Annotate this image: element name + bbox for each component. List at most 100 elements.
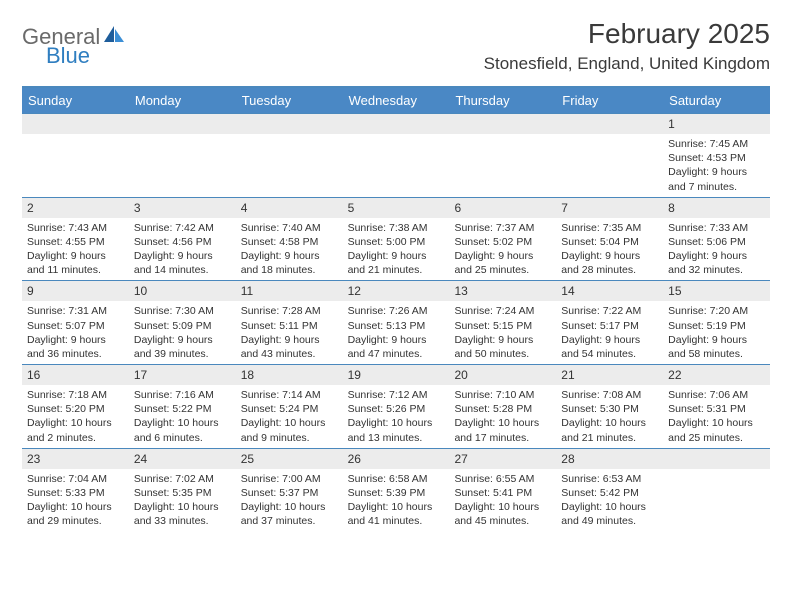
sunrise-line: Sunrise: 7:45 AM: [668, 137, 765, 151]
day-details: Sunrise: 7:28 AMSunset: 5:11 PMDaylight:…: [236, 301, 343, 364]
week-row: 1Sunrise: 7:45 AMSunset: 4:53 PMDaylight…: [22, 113, 770, 197]
day-number: 20: [449, 365, 556, 385]
sunset-line: Sunset: 5:31 PM: [668, 402, 765, 416]
sunrise-line: Sunrise: 6:53 AM: [561, 472, 658, 486]
daylight-line: Daylight: 9 hours and 47 minutes.: [348, 333, 445, 361]
day-cell: 12Sunrise: 7:26 AMSunset: 5:13 PMDayligh…: [343, 281, 450, 364]
sunset-line: Sunset: 5:19 PM: [668, 319, 765, 333]
day-details: Sunrise: 7:06 AMSunset: 5:31 PMDaylight:…: [663, 385, 770, 448]
day-cell: 18Sunrise: 7:14 AMSunset: 5:24 PMDayligh…: [236, 365, 343, 448]
daylight-line: Daylight: 9 hours and 28 minutes.: [561, 249, 658, 277]
sunset-line: Sunset: 5:17 PM: [561, 319, 658, 333]
day-number: 7: [556, 198, 663, 218]
day-details: Sunrise: 7:24 AMSunset: 5:15 PMDaylight:…: [449, 301, 556, 364]
day-cell: 23Sunrise: 7:04 AMSunset: 5:33 PMDayligh…: [22, 449, 129, 532]
day-cell: 26Sunrise: 6:58 AMSunset: 5:39 PMDayligh…: [343, 449, 450, 532]
day-number: 28: [556, 449, 663, 469]
day-number: 14: [556, 281, 663, 301]
sunrise-line: Sunrise: 7:10 AM: [454, 388, 551, 402]
day-header: Tuesday: [236, 88, 343, 113]
day-cell: [343, 114, 450, 197]
day-details: Sunrise: 7:42 AMSunset: 4:56 PMDaylight:…: [129, 218, 236, 281]
day-details: Sunrise: 7:14 AMSunset: 5:24 PMDaylight:…: [236, 385, 343, 448]
day-number: [663, 449, 770, 469]
day-details: Sunrise: 7:02 AMSunset: 5:35 PMDaylight:…: [129, 469, 236, 532]
day-number: 8: [663, 198, 770, 218]
day-header: Wednesday: [343, 88, 450, 113]
day-cell: 5Sunrise: 7:38 AMSunset: 5:00 PMDaylight…: [343, 198, 450, 281]
sunset-line: Sunset: 5:33 PM: [27, 486, 124, 500]
day-cell: 2Sunrise: 7:43 AMSunset: 4:55 PMDaylight…: [22, 198, 129, 281]
day-details: Sunrise: 7:10 AMSunset: 5:28 PMDaylight:…: [449, 385, 556, 448]
day-number: 23: [22, 449, 129, 469]
day-number: 4: [236, 198, 343, 218]
sunset-line: Sunset: 5:28 PM: [454, 402, 551, 416]
day-details: Sunrise: 7:08 AMSunset: 5:30 PMDaylight:…: [556, 385, 663, 448]
sunrise-line: Sunrise: 7:16 AM: [134, 388, 231, 402]
day-details: Sunrise: 7:18 AMSunset: 5:20 PMDaylight:…: [22, 385, 129, 448]
sunset-line: Sunset: 5:09 PM: [134, 319, 231, 333]
day-cell: 11Sunrise: 7:28 AMSunset: 5:11 PMDayligh…: [236, 281, 343, 364]
day-number: 25: [236, 449, 343, 469]
day-header: Sunday: [22, 88, 129, 113]
day-cell: 20Sunrise: 7:10 AMSunset: 5:28 PMDayligh…: [449, 365, 556, 448]
day-cell: [556, 114, 663, 197]
day-header: Monday: [129, 88, 236, 113]
sunrise-line: Sunrise: 7:28 AM: [241, 304, 338, 318]
day-details: Sunrise: 7:40 AMSunset: 4:58 PMDaylight:…: [236, 218, 343, 281]
sunrise-line: Sunrise: 7:40 AM: [241, 221, 338, 235]
day-details: Sunrise: 7:45 AMSunset: 4:53 PMDaylight:…: [663, 134, 770, 197]
day-number: 17: [129, 365, 236, 385]
sunrise-line: Sunrise: 7:33 AM: [668, 221, 765, 235]
daylight-line: Daylight: 9 hours and 54 minutes.: [561, 333, 658, 361]
sunset-line: Sunset: 5:37 PM: [241, 486, 338, 500]
day-number: 10: [129, 281, 236, 301]
sunrise-line: Sunrise: 7:30 AM: [134, 304, 231, 318]
sunrise-line: Sunrise: 7:26 AM: [348, 304, 445, 318]
day-cell: 21Sunrise: 7:08 AMSunset: 5:30 PMDayligh…: [556, 365, 663, 448]
day-cell: [236, 114, 343, 197]
day-details: Sunrise: 7:43 AMSunset: 4:55 PMDaylight:…: [22, 218, 129, 281]
sunrise-line: Sunrise: 7:20 AM: [668, 304, 765, 318]
sunset-line: Sunset: 5:41 PM: [454, 486, 551, 500]
day-number: 3: [129, 198, 236, 218]
sunrise-line: Sunrise: 7:38 AM: [348, 221, 445, 235]
day-number: 27: [449, 449, 556, 469]
day-number: 13: [449, 281, 556, 301]
sunrise-line: Sunrise: 6:58 AM: [348, 472, 445, 486]
sunset-line: Sunset: 5:07 PM: [27, 319, 124, 333]
day-cell: [22, 114, 129, 197]
daylight-line: Daylight: 10 hours and 17 minutes.: [454, 416, 551, 444]
daylight-line: Daylight: 10 hours and 9 minutes.: [241, 416, 338, 444]
daylight-line: Daylight: 10 hours and 33 minutes.: [134, 500, 231, 528]
sunset-line: Sunset: 5:20 PM: [27, 402, 124, 416]
sunrise-line: Sunrise: 7:02 AM: [134, 472, 231, 486]
daylight-line: Daylight: 10 hours and 6 minutes.: [134, 416, 231, 444]
daylight-line: Daylight: 9 hours and 32 minutes.: [668, 249, 765, 277]
sunset-line: Sunset: 5:26 PM: [348, 402, 445, 416]
daylight-line: Daylight: 10 hours and 21 minutes.: [561, 416, 658, 444]
daylight-line: Daylight: 9 hours and 7 minutes.: [668, 165, 765, 193]
week-row: 2Sunrise: 7:43 AMSunset: 4:55 PMDaylight…: [22, 197, 770, 281]
day-details: Sunrise: 7:33 AMSunset: 5:06 PMDaylight:…: [663, 218, 770, 281]
month-title: February 2025: [484, 18, 770, 50]
sunrise-line: Sunrise: 7:22 AM: [561, 304, 658, 318]
sunset-line: Sunset: 5:04 PM: [561, 235, 658, 249]
day-number: 9: [22, 281, 129, 301]
sunset-line: Sunset: 5:13 PM: [348, 319, 445, 333]
day-number: 24: [129, 449, 236, 469]
day-number: 19: [343, 365, 450, 385]
day-number: 6: [449, 198, 556, 218]
day-cell: 22Sunrise: 7:06 AMSunset: 5:31 PMDayligh…: [663, 365, 770, 448]
day-number: [22, 114, 129, 134]
day-number: 22: [663, 365, 770, 385]
day-details: Sunrise: 7:31 AMSunset: 5:07 PMDaylight:…: [22, 301, 129, 364]
sunset-line: Sunset: 5:24 PM: [241, 402, 338, 416]
day-number: 16: [22, 365, 129, 385]
day-details: Sunrise: 7:22 AMSunset: 5:17 PMDaylight:…: [556, 301, 663, 364]
day-cell: 28Sunrise: 6:53 AMSunset: 5:42 PMDayligh…: [556, 449, 663, 532]
day-details: Sunrise: 7:16 AMSunset: 5:22 PMDaylight:…: [129, 385, 236, 448]
sunrise-line: Sunrise: 7:08 AM: [561, 388, 658, 402]
day-cell: 25Sunrise: 7:00 AMSunset: 5:37 PMDayligh…: [236, 449, 343, 532]
daylight-line: Daylight: 10 hours and 25 minutes.: [668, 416, 765, 444]
